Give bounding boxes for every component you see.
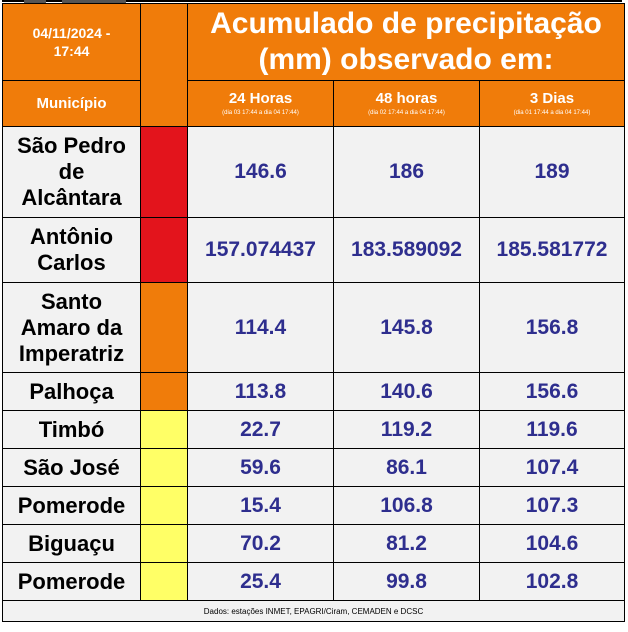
precip-value-v3d: 156.6 bbox=[479, 372, 625, 411]
period-range: (dia 01 17:44 a dia 04 17:44) bbox=[513, 109, 591, 116]
precip-value-v48: 119.2 bbox=[333, 410, 480, 449]
municipio-name-line: Antônio bbox=[29, 224, 114, 249]
precip-value-v3d: 189 bbox=[479, 126, 625, 218]
period-label: 24 Horas bbox=[228, 89, 293, 107]
period-label: 48 horas bbox=[375, 89, 438, 107]
precip-value-v3d: 119.6 bbox=[479, 410, 625, 449]
alert-level-yellow bbox=[140, 486, 188, 525]
report-time-line: 17:44 bbox=[53, 43, 90, 59]
alert-level-red bbox=[140, 126, 188, 218]
precip-value-v3d: 107.3 bbox=[479, 486, 625, 525]
municipio-name-line: Imperatriz bbox=[18, 340, 125, 366]
municipio-name-line: São José bbox=[23, 454, 120, 480]
period-range: (dia 03 17:44 a dia 04 17:44) bbox=[222, 109, 299, 116]
municipio-name: Santo Amaro da Imperatriz bbox=[2, 282, 141, 373]
municipio-name-line: Pomerode bbox=[17, 568, 126, 594]
precip-value-v24: 70.2 bbox=[187, 524, 334, 563]
report-title: Acumulado de precipitação (mm) observado… bbox=[187, 3, 625, 81]
table-row: Timbó 22.7 119.2 119.6 bbox=[2, 410, 625, 449]
top-tab-mark bbox=[24, 0, 46, 3]
report-title-line2: (mm) observado em: bbox=[258, 43, 554, 76]
municipio-name-line: Carlos bbox=[37, 250, 106, 275]
precip-value-v24: 113.8 bbox=[187, 372, 334, 411]
top-border bbox=[2, 0, 622, 2]
municipio-name: Antônio Carlos bbox=[2, 217, 141, 283]
precip-value-v24: 25.4 bbox=[187, 562, 334, 601]
municipio-name: Pomerode bbox=[2, 562, 141, 601]
municipio-header: Município bbox=[2, 80, 141, 127]
period-header-24h: 24 Horas (dia 03 17:44 a dia 04 17:44) bbox=[187, 80, 334, 127]
table-row: Pomerode 15.4 106.8 107.3 bbox=[2, 486, 625, 525]
header-row-title: 04/11/2024 - 17:44 Acumulado de precipit… bbox=[2, 3, 625, 127]
precip-value-v48: 145.8 bbox=[333, 282, 480, 373]
alert-level-orange bbox=[140, 282, 188, 373]
precip-value-v48: 86.1 bbox=[333, 448, 480, 487]
period-header-48h: 48 horas (dia 02 17:44 a dia 04 17:44) bbox=[333, 80, 480, 127]
precip-value-v24: 114.4 bbox=[187, 282, 334, 373]
alert-level-yellow bbox=[140, 562, 188, 601]
period-range: (dia 02 17:44 a dia 04 17:44) bbox=[368, 109, 445, 116]
municipio-name: Palhoça bbox=[2, 372, 141, 411]
precip-value-v48: 99.8 bbox=[333, 562, 480, 601]
table-row: São José 59.6 86.1 107.4 bbox=[2, 448, 625, 487]
precip-value-v24: 157.074437 bbox=[187, 217, 334, 283]
municipio-name-line: Biguaçu bbox=[28, 530, 115, 556]
table-row: Palhoça 113.8 140.6 156.6 bbox=[2, 372, 625, 411]
municipio-name-line: Palhoça bbox=[29, 378, 114, 404]
municipio-name-line: Alcântara bbox=[21, 185, 122, 210]
table-row: São Pedro de Alcântara 146.6 186 189 bbox=[2, 126, 625, 218]
status-header bbox=[140, 3, 188, 127]
municipio-name: Biguaçu bbox=[2, 524, 141, 563]
alert-level-red bbox=[140, 217, 188, 283]
report-date: 04/11/2024 - 17:44 bbox=[2, 3, 141, 81]
municipio-name-line: Santo bbox=[40, 288, 103, 314]
municipio-name: Pomerode bbox=[2, 486, 141, 525]
precip-value-v24: 59.6 bbox=[187, 448, 334, 487]
period-label: 3 Dias bbox=[529, 89, 575, 107]
precip-value-v48: 140.6 bbox=[333, 372, 480, 411]
precip-value-v24: 146.6 bbox=[187, 126, 334, 218]
precip-value-v3d: 185.581772 bbox=[479, 217, 625, 283]
precip-value-v48: 81.2 bbox=[333, 524, 480, 563]
precip-value-v3d: 107.4 bbox=[479, 448, 625, 487]
alert-level-yellow bbox=[140, 524, 188, 563]
data-source-note: Dados: estações INMET, EPAGRI/Ciram, CEM… bbox=[2, 600, 625, 622]
municipio-name: São Pedro de Alcântara bbox=[2, 126, 141, 218]
table-row: Biguaçu 70.2 81.2 104.6 bbox=[2, 524, 625, 563]
municipio-name: São José bbox=[2, 448, 141, 487]
precip-value-v24: 15.4 bbox=[187, 486, 334, 525]
precip-value-v48: 183.589092 bbox=[333, 217, 480, 283]
precip-value-v48: 106.8 bbox=[333, 486, 480, 525]
municipio-name-line: Amaro da bbox=[20, 314, 123, 340]
precip-value-v24: 22.7 bbox=[187, 410, 334, 449]
precip-value-v3d: 156.8 bbox=[479, 282, 625, 373]
precipitation-table: 04/11/2024 - 17:44 Acumulado de precipit… bbox=[2, 3, 625, 622]
municipio-name: Timbó bbox=[2, 410, 141, 449]
precip-value-v3d: 102.8 bbox=[479, 562, 625, 601]
table-row: Santo Amaro da Imperatriz 114.4 145.8 156.8 bbox=[2, 282, 625, 373]
report-date-line: 04/11/2024 - bbox=[32, 25, 111, 41]
table-row: Antônio Carlos 157.074437 183.589092 185.581… bbox=[2, 217, 625, 283]
municipio-name-line: de bbox=[58, 159, 85, 184]
alert-level-yellow bbox=[140, 410, 188, 449]
alert-level-yellow bbox=[140, 448, 188, 487]
footer-row: Dados: estações INMET, EPAGRI/Ciram, CEM… bbox=[2, 600, 625, 622]
precip-value-v48: 186 bbox=[333, 126, 480, 218]
municipio-name-line: Timbó bbox=[38, 416, 105, 442]
report-title-line1: Acumulado de precipitação bbox=[210, 7, 602, 40]
header-row-columns: Município 24 Horas (dia 03 17:44 a dia 0… bbox=[2, 80, 625, 127]
municipio-name-line: São Pedro bbox=[17, 133, 126, 158]
alert-level-orange bbox=[140, 372, 188, 411]
table-row: Pomerode 25.4 99.8 102.8 bbox=[2, 562, 625, 601]
top-tab-mark bbox=[62, 0, 126, 3]
precip-value-v3d: 104.6 bbox=[479, 524, 625, 563]
period-header-3d: 3 Dias (dia 01 17:44 a dia 04 17:44) bbox=[479, 80, 625, 127]
municipio-name-line: Pomerode bbox=[17, 492, 126, 518]
